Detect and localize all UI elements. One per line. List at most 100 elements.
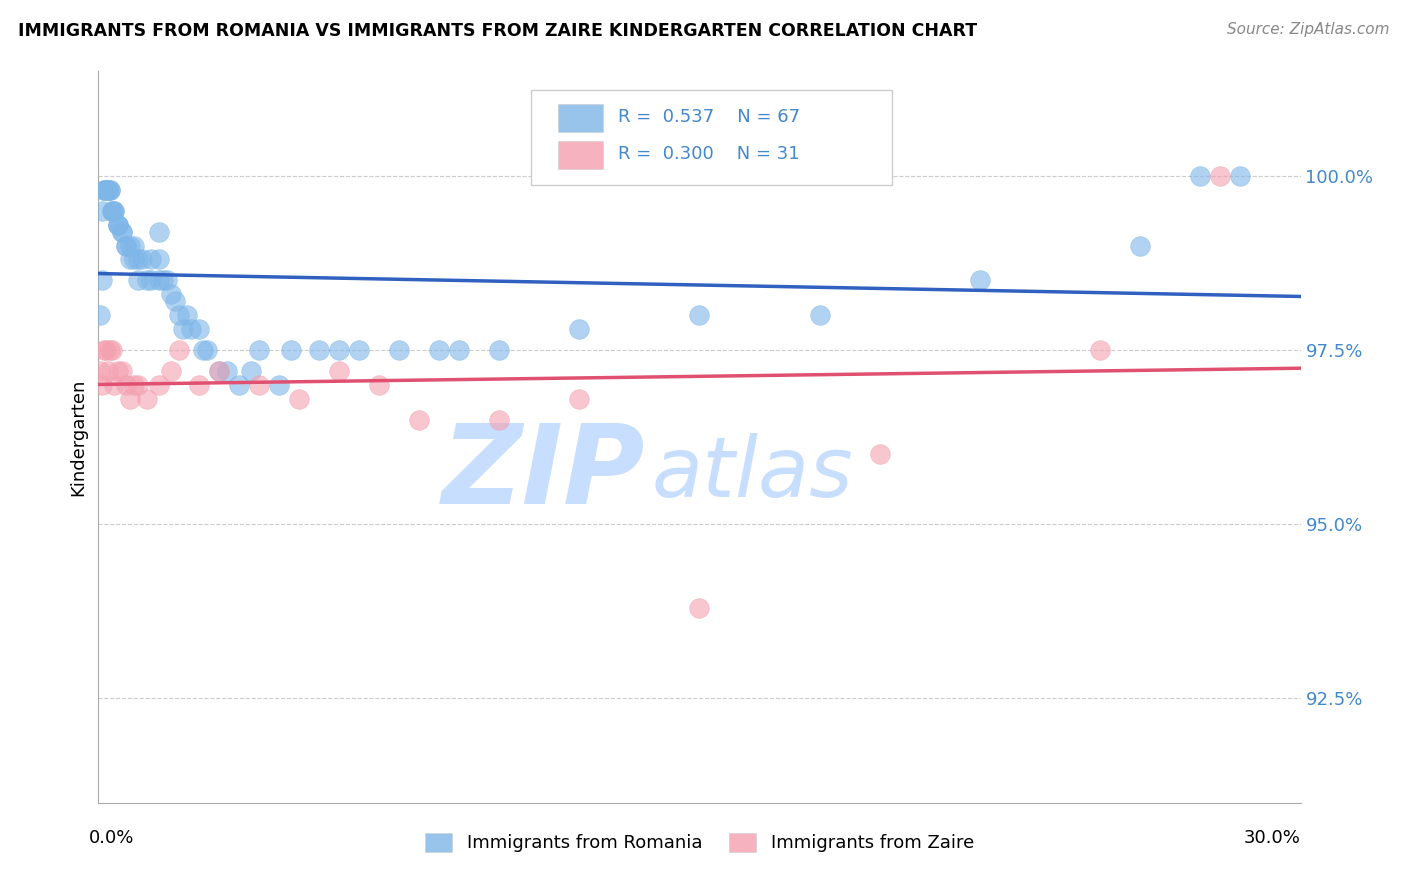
Point bbox=[148, 273, 170, 287]
Point bbox=[969, 273, 991, 287]
Point bbox=[347, 343, 370, 357]
Text: R =  0.537    N = 67: R = 0.537 N = 67 bbox=[617, 109, 800, 127]
Point bbox=[100, 183, 122, 197]
Bar bbox=[558, 141, 603, 169]
Point bbox=[1209, 169, 1232, 183]
Point bbox=[568, 322, 591, 336]
Point bbox=[120, 392, 142, 406]
Point bbox=[180, 322, 202, 336]
Bar bbox=[558, 104, 603, 132]
Point bbox=[447, 343, 470, 357]
Point bbox=[688, 308, 710, 322]
Point bbox=[195, 343, 218, 357]
Point bbox=[187, 377, 209, 392]
Point bbox=[120, 238, 142, 252]
Point bbox=[287, 392, 309, 406]
Point bbox=[115, 377, 138, 392]
Point bbox=[808, 308, 831, 322]
Point bbox=[115, 238, 138, 252]
Legend: Immigrants from Romania, Immigrants from Zaire: Immigrants from Romania, Immigrants from… bbox=[418, 826, 981, 860]
Point bbox=[139, 252, 162, 267]
Point bbox=[128, 273, 150, 287]
Point bbox=[93, 343, 115, 357]
Point bbox=[111, 225, 134, 239]
Text: 0.0%: 0.0% bbox=[89, 829, 134, 847]
Point bbox=[128, 377, 150, 392]
Point bbox=[159, 364, 181, 378]
Point bbox=[163, 294, 186, 309]
Point bbox=[280, 343, 302, 357]
Point bbox=[97, 183, 120, 197]
Point bbox=[1229, 169, 1251, 183]
Point bbox=[93, 183, 115, 197]
Point bbox=[91, 377, 114, 392]
Point bbox=[1088, 343, 1111, 357]
Point bbox=[101, 203, 124, 218]
Point bbox=[128, 252, 150, 267]
Point bbox=[91, 203, 114, 218]
Point bbox=[96, 183, 118, 197]
Point bbox=[159, 287, 181, 301]
Point bbox=[111, 364, 134, 378]
Point bbox=[328, 364, 350, 378]
Point bbox=[124, 238, 146, 252]
Point bbox=[148, 252, 170, 267]
Point bbox=[1129, 238, 1152, 252]
Point bbox=[93, 183, 115, 197]
Point bbox=[176, 308, 198, 322]
Point bbox=[247, 377, 270, 392]
Point bbox=[488, 343, 510, 357]
Point bbox=[191, 343, 214, 357]
Point bbox=[97, 183, 120, 197]
Point bbox=[101, 203, 124, 218]
Point bbox=[155, 273, 177, 287]
Point bbox=[388, 343, 411, 357]
Point bbox=[91, 273, 114, 287]
Point bbox=[247, 343, 270, 357]
Text: IMMIGRANTS FROM ROMANIA VS IMMIGRANTS FROM ZAIRE KINDERGARTEN CORRELATION CHART: IMMIGRANTS FROM ROMANIA VS IMMIGRANTS FR… bbox=[18, 22, 977, 40]
Point bbox=[103, 377, 125, 392]
Point bbox=[148, 377, 170, 392]
Text: atlas: atlas bbox=[651, 434, 853, 514]
Point bbox=[107, 218, 129, 232]
Point bbox=[107, 218, 129, 232]
Point bbox=[101, 343, 124, 357]
Text: ZIP: ZIP bbox=[441, 420, 645, 527]
Point bbox=[96, 183, 118, 197]
Point bbox=[167, 308, 190, 322]
Point bbox=[408, 412, 430, 426]
Point bbox=[135, 273, 157, 287]
Point bbox=[152, 273, 174, 287]
Text: R =  0.300    N = 31: R = 0.300 N = 31 bbox=[617, 145, 800, 163]
Point bbox=[308, 343, 330, 357]
Point bbox=[208, 364, 231, 378]
Point bbox=[107, 218, 129, 232]
Point bbox=[103, 203, 125, 218]
Point bbox=[427, 343, 450, 357]
Point bbox=[568, 392, 591, 406]
Point bbox=[208, 364, 231, 378]
Point bbox=[107, 364, 129, 378]
Point bbox=[239, 364, 262, 378]
Point bbox=[1189, 169, 1212, 183]
Point bbox=[172, 322, 194, 336]
Point bbox=[688, 600, 710, 615]
Point bbox=[135, 392, 157, 406]
Point bbox=[167, 343, 190, 357]
Point bbox=[103, 203, 125, 218]
Point bbox=[124, 377, 146, 392]
Point bbox=[111, 225, 134, 239]
FancyBboxPatch shape bbox=[531, 90, 891, 185]
Point bbox=[96, 343, 118, 357]
Point bbox=[869, 448, 891, 462]
Point bbox=[131, 252, 153, 267]
Point bbox=[124, 252, 146, 267]
Point bbox=[187, 322, 209, 336]
Point bbox=[97, 364, 120, 378]
Point bbox=[368, 377, 391, 392]
Point bbox=[488, 412, 510, 426]
Point bbox=[215, 364, 238, 378]
Point bbox=[100, 343, 122, 357]
Point bbox=[148, 225, 170, 239]
Text: 30.0%: 30.0% bbox=[1244, 829, 1301, 847]
